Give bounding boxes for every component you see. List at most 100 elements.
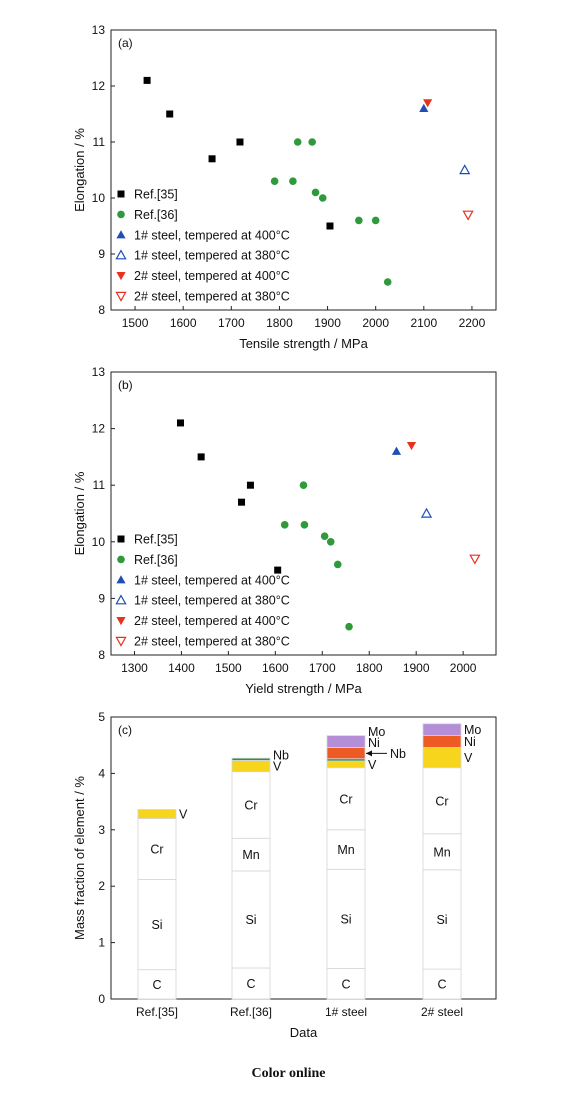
legend-label: Ref.[35] <box>134 533 178 547</box>
segment-label: Cr <box>435 794 448 808</box>
scatter-panel-a: 1500 1600 1700 1800 1900 2000 2100 2200 8 9 10 11 12… <box>72 23 497 351</box>
series-3 <box>420 507 433 518</box>
x-tick-label: 2000 <box>362 316 389 330</box>
legend-label: Ref.[36] <box>134 208 178 222</box>
series-2 <box>419 103 429 112</box>
series-1 <box>280 481 353 631</box>
bar-segment <box>422 869 462 970</box>
data-point <box>333 560 342 569</box>
x-tick-label: 1300 <box>121 661 148 675</box>
bar-segment <box>231 837 271 872</box>
data-point <box>299 481 308 490</box>
x-tick-label: 1500 <box>122 316 149 330</box>
y-tick-label: 1 <box>98 936 105 950</box>
segment-label: Mo <box>368 725 385 739</box>
x-tick-label: 1600 <box>170 316 197 330</box>
series-3 <box>459 164 471 175</box>
x-tick-label: 1900 <box>314 316 341 330</box>
segment-label: Cr <box>150 842 163 856</box>
data-point <box>371 216 380 225</box>
data-point <box>311 188 320 197</box>
x-tick-label: 1800 <box>356 661 383 675</box>
legend-marker <box>116 617 126 626</box>
x-axis-title: Data <box>290 1025 318 1040</box>
segment-label: Ni <box>464 735 476 749</box>
x-tick-label: 1800 <box>266 316 293 330</box>
segment-label: V <box>464 751 473 765</box>
y-axis-title: Elongation / % <box>72 128 87 212</box>
x-tick-label: 1500 <box>215 661 242 675</box>
panel-label: (c) <box>118 723 132 737</box>
bar-stack-0: Ref.[35] C Si Cr V <box>136 808 188 1019</box>
bar-segment <box>231 870 271 969</box>
segment-label: C <box>246 977 255 991</box>
data-point <box>236 138 244 146</box>
data-point <box>406 441 417 451</box>
data-point <box>197 453 205 461</box>
y-tick-label: 3 <box>98 823 105 837</box>
legend-marker <box>115 249 127 260</box>
data-point <box>420 507 433 518</box>
series-5 <box>462 210 474 221</box>
y-tick-label: 10 <box>92 191 106 205</box>
legend-marker <box>117 555 125 564</box>
data-point <box>274 566 282 574</box>
bar-segment <box>137 818 177 880</box>
series-2 <box>391 446 402 455</box>
data-point <box>176 419 184 427</box>
segment-label: Mn <box>337 843 354 857</box>
y-axis-title: Mass fraction of element / % <box>72 776 87 940</box>
series-0 <box>143 76 334 230</box>
data-point <box>300 521 309 529</box>
data-point <box>326 538 335 546</box>
segment-label: Ni <box>368 736 380 750</box>
bar-segment <box>422 723 462 737</box>
x-tick-label: Ref.[36] <box>230 1005 272 1019</box>
segment-label: Mn <box>242 848 259 862</box>
x-tick-label: 1900 <box>403 661 430 675</box>
y-tick-label: 10 <box>92 535 106 549</box>
legend-label: Ref.[35] <box>134 188 178 202</box>
legend-marker <box>115 594 127 605</box>
bar-segment <box>422 735 462 748</box>
data-point <box>419 103 429 112</box>
x-tick-label: 1# steel <box>325 1005 367 1019</box>
y-tick-label: 11 <box>93 478 106 492</box>
data-point <box>238 498 246 506</box>
x-axis-title: Yield strength / MPa <box>245 681 362 696</box>
legend-label: 1# steel, tempered at 380°C <box>134 249 290 263</box>
bar-segment <box>422 747 462 769</box>
data-point <box>143 76 151 84</box>
y-tick-label: 0 <box>98 992 105 1006</box>
segment-label: Cr <box>339 792 352 806</box>
data-point <box>459 164 471 175</box>
bar-segment <box>422 968 462 1000</box>
bar-segment <box>231 757 271 761</box>
plot-frame <box>110 716 497 1000</box>
data-point <box>308 138 316 146</box>
legend-label: 2# steel, tempered at 400°C <box>134 614 290 628</box>
data-point <box>391 446 402 455</box>
segment-label: C <box>341 977 350 991</box>
bar-segment <box>326 747 366 760</box>
y-tick-label: 4 <box>98 766 105 780</box>
y-tick-label: 5 <box>98 710 105 724</box>
bar-segment <box>231 967 271 1000</box>
series-4 <box>423 99 433 108</box>
x-tick-label: 1700 <box>218 316 245 330</box>
scatter-panel-b: 1300 1400 1500 1600 1700 1800 1900 2000 8 9 10 11 12… <box>72 365 497 696</box>
segment-label: Si <box>151 918 162 932</box>
data-point <box>270 177 279 185</box>
x-tick-label: 1700 <box>309 661 336 675</box>
y-tick-label: 12 <box>92 79 106 93</box>
legend-label: 2# steel, tempered at 380°C <box>134 290 290 304</box>
x-tick-label: 1400 <box>168 661 195 675</box>
data-point <box>355 216 363 225</box>
bar-segment <box>326 767 366 831</box>
data-point <box>423 99 433 108</box>
y-tick-label: 2 <box>98 879 105 893</box>
data-point <box>246 481 254 489</box>
data-point <box>280 521 289 529</box>
